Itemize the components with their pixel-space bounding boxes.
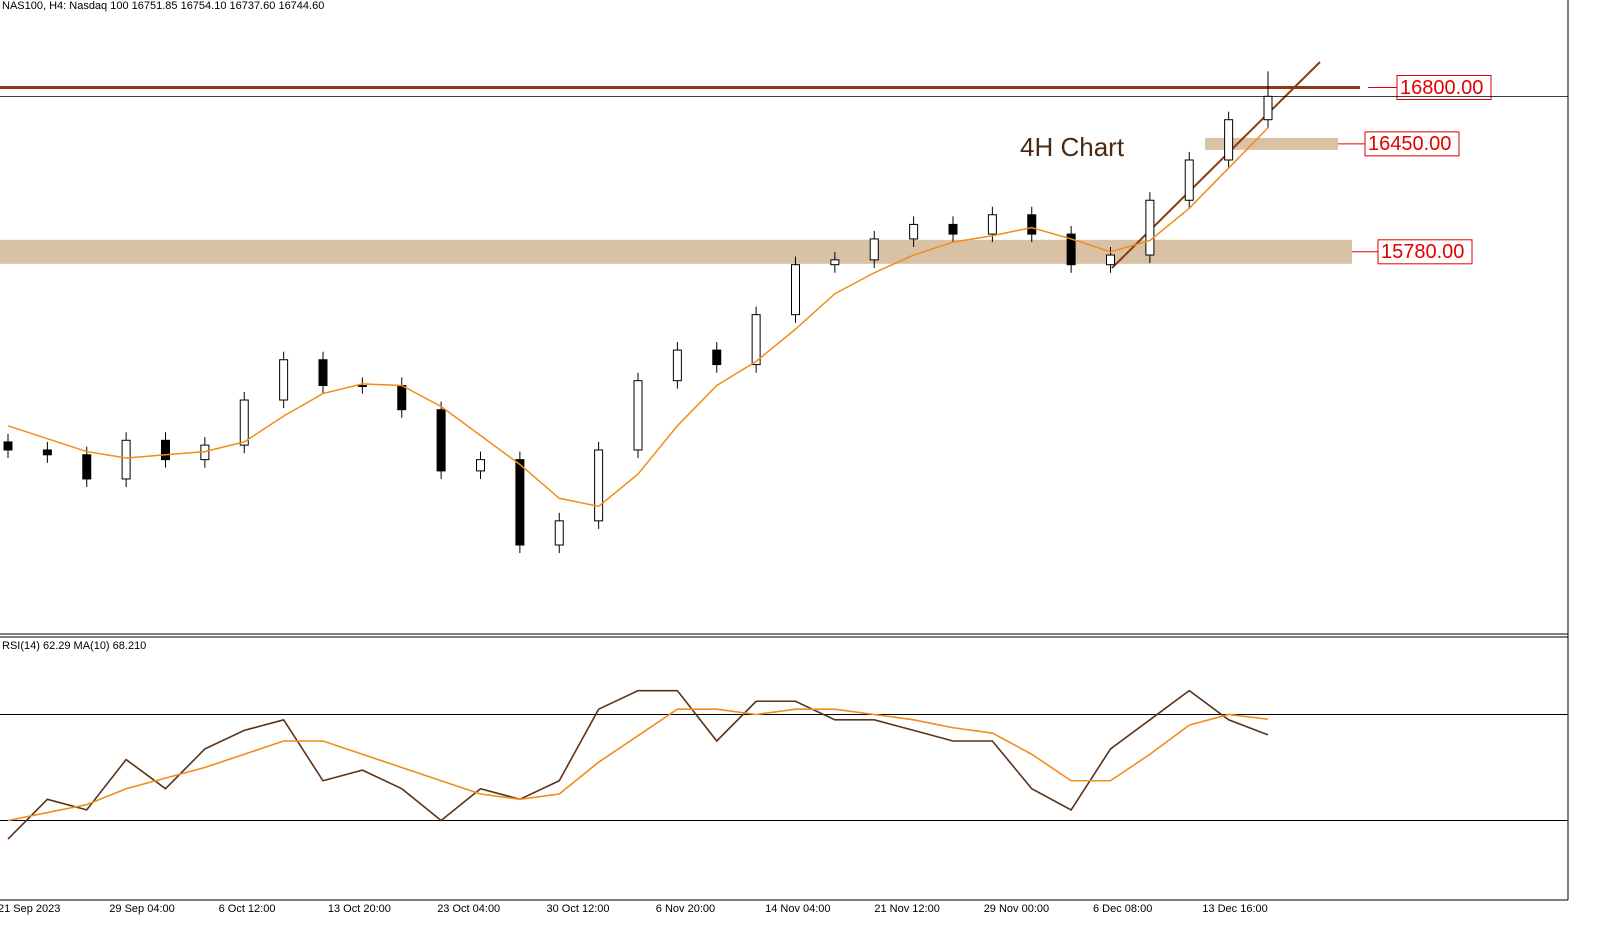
x-tick-label: 21 Sep 2023 [0, 903, 60, 915]
x-tick-label: 14 Nov 04:00 [765, 903, 830, 915]
level-label: 15780.00 [1381, 241, 1464, 263]
x-tick-label: 13 Oct 20:00 [328, 903, 391, 915]
candle-body [239, 399, 249, 446]
level-label-box [1377, 239, 1473, 265]
candle-body [1145, 199, 1155, 256]
level-zone [0, 239, 1352, 264]
candle-body [791, 264, 800, 316]
candle-body [1224, 119, 1234, 161]
candle-body [909, 223, 919, 240]
candle-body [397, 385, 407, 411]
candle-body [161, 439, 170, 461]
candle-body [121, 439, 131, 480]
x-tick-label: 29 Nov 00:00 [984, 903, 1049, 915]
candle-body [1106, 254, 1115, 266]
x-tick-label: 6 Dec 08:00 [1093, 903, 1152, 915]
x-tick-label: 30 Oct 12:00 [547, 903, 610, 915]
candle-body [82, 454, 92, 480]
candle-body [751, 314, 761, 366]
x-tick-label: 23 Oct 04:00 [437, 903, 500, 915]
candle-body [3, 441, 13, 451]
x-tick-label: 6 Nov 20:00 [656, 903, 715, 915]
candle-body [476, 459, 485, 472]
candle-body [633, 380, 643, 451]
level-label: 16800.00 [1400, 77, 1483, 99]
candle-body [357, 385, 367, 388]
x-tick-label: 6 Oct 12:00 [219, 903, 276, 915]
candle-body [515, 459, 525, 546]
candle-body [830, 259, 840, 266]
candle-body [554, 520, 564, 546]
rsi-line [7, 689, 1269, 840]
candle-body [594, 449, 604, 522]
x-tick-label: 13 Dec 16:00 [1202, 903, 1267, 915]
candle-body [1027, 214, 1037, 235]
candle-body [672, 349, 682, 382]
level-label-box [1396, 74, 1492, 100]
candle-body [712, 349, 722, 366]
rsi-header: RSI(14) 62.29 MA(10) 68.210 [2, 640, 146, 652]
candle-body [1263, 95, 1273, 121]
candle-body [948, 223, 958, 235]
candle-body [987, 214, 997, 235]
rsi-line [7, 708, 1269, 822]
candle-body [436, 409, 446, 472]
candle-body [318, 359, 328, 387]
annotation: 4H Chart [1020, 132, 1125, 162]
candle-body [1066, 233, 1076, 266]
ma-line [7, 127, 1269, 508]
x-tick-label: 21 Nov 12:00 [874, 903, 939, 915]
chart-header: NAS100, H4: Nasdaq 100 16751.85 16754.10… [2, 0, 324, 12]
candle-body [279, 359, 289, 401]
level-label-box [1364, 131, 1460, 157]
level-zone [1205, 137, 1338, 150]
level-label: 16450.00 [1368, 133, 1451, 155]
candle-body [869, 238, 879, 261]
candle-body [42, 449, 52, 456]
candle-body [1184, 159, 1194, 201]
x-tick-label: 29 Sep 04:00 [109, 903, 174, 915]
